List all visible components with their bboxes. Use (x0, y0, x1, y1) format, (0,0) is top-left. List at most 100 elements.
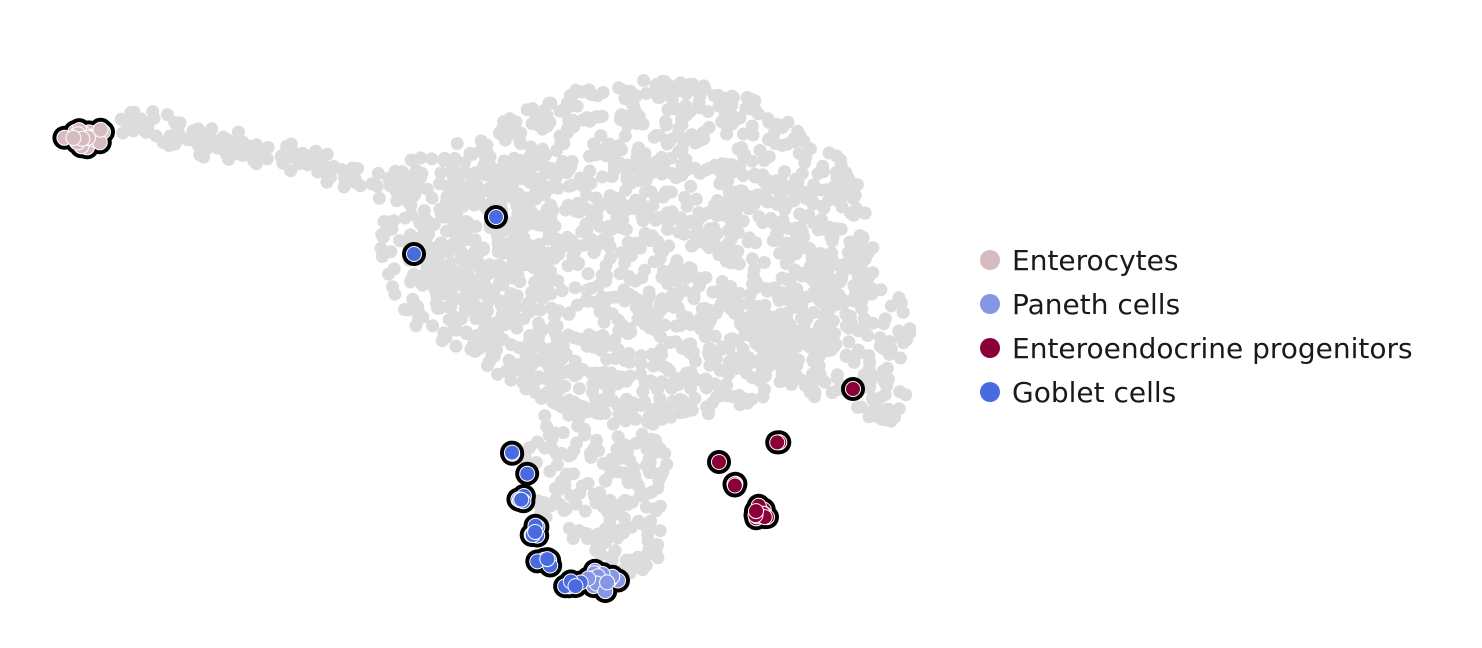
cell-goblet-cells (514, 492, 529, 507)
background-cell (779, 199, 793, 213)
background-cell (236, 149, 250, 162)
background-cell (728, 306, 742, 320)
background-cell (852, 346, 866, 360)
background-cell (162, 139, 176, 152)
background-cell (892, 324, 906, 338)
background-cell (657, 159, 671, 173)
background-cell (653, 90, 667, 104)
background-cell (532, 303, 546, 317)
background-cell (660, 298, 674, 312)
background-cell (440, 224, 453, 238)
background-cell (737, 127, 750, 141)
background-cell (695, 302, 709, 316)
background-cell (679, 99, 693, 113)
background-cell (632, 109, 646, 123)
background-cell (554, 475, 568, 489)
background-cell (435, 287, 449, 301)
background-cell (444, 299, 458, 313)
background-cell (801, 308, 815, 322)
background-cell (846, 192, 860, 206)
background-cell (715, 296, 728, 310)
background-cell (839, 349, 853, 363)
background-cell (764, 353, 778, 367)
background-cell (505, 338, 518, 352)
legend-marker-enterocytes (980, 250, 1000, 270)
background-cell (462, 179, 476, 193)
background-cell (693, 166, 707, 180)
background-cell (746, 277, 759, 291)
background-cell (547, 320, 560, 334)
background-cell (589, 191, 603, 205)
background-cell (659, 118, 673, 132)
background-cell (535, 122, 549, 136)
background-cell (536, 142, 549, 156)
background-cell (636, 214, 650, 228)
background-cell (810, 372, 824, 386)
background-cell (791, 124, 805, 138)
background-cell (396, 167, 410, 181)
background-cell (591, 538, 605, 552)
background-cell (617, 511, 631, 525)
background-cell (620, 169, 634, 182)
background-cell (404, 275, 418, 289)
background-cell (803, 385, 817, 399)
background-cell (388, 287, 402, 301)
background-cell (275, 148, 289, 162)
background-cell (500, 306, 514, 320)
background-cell (651, 234, 664, 248)
background-cell (814, 213, 828, 227)
background-cell (405, 208, 418, 222)
background-cell (611, 430, 625, 444)
background-cell (190, 131, 203, 145)
background-cell (771, 290, 785, 304)
background-cell (385, 222, 399, 236)
background-cell (415, 166, 429, 180)
background-cell (787, 300, 801, 314)
background-cell (577, 403, 590, 417)
background-cell (689, 226, 703, 240)
background-cell (658, 446, 672, 460)
background-cell (420, 260, 434, 274)
background-cell (570, 436, 584, 450)
background-cell (621, 236, 635, 249)
background-cell (606, 417, 620, 431)
background-cell (643, 321, 657, 335)
background-cell (480, 359, 494, 372)
background-cell (114, 112, 128, 126)
background-cell (646, 161, 660, 175)
background-cell (765, 343, 779, 357)
background-cell (617, 283, 631, 297)
background-cell (640, 87, 653, 100)
background-cell (642, 285, 656, 299)
background-cell (663, 214, 677, 227)
background-cell (715, 286, 729, 300)
background-cell (561, 259, 575, 273)
background-cell (390, 194, 404, 208)
background-cell (685, 239, 699, 253)
background-cell (753, 143, 767, 157)
background-cell (541, 385, 554, 399)
background-cell (749, 236, 763, 250)
background-cell (635, 427, 649, 441)
background-cell (798, 156, 812, 170)
background-cell (476, 243, 490, 257)
background-cell (546, 204, 560, 217)
background-cell (551, 274, 565, 288)
background-cell (539, 267, 553, 281)
background-cell (604, 466, 618, 479)
background-cell (553, 354, 567, 368)
background-cell (745, 371, 759, 385)
background-cell (752, 306, 766, 320)
background-cell (671, 301, 685, 315)
background-cell (589, 110, 603, 124)
background-cell (684, 179, 698, 193)
background-cell (825, 234, 839, 248)
cell-enteroendocrine-progenitors (846, 382, 860, 396)
background-cell (612, 407, 626, 421)
background-cell (790, 188, 804, 202)
background-cell (686, 345, 700, 359)
background-cell (147, 111, 161, 125)
legend-item-paneth-cells: Paneth cells (980, 282, 1413, 326)
background-cell (892, 291, 906, 305)
background-cell (520, 103, 534, 117)
